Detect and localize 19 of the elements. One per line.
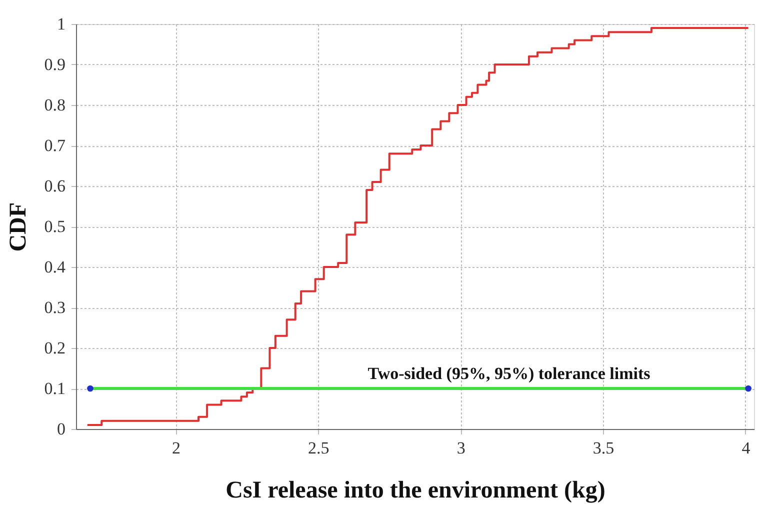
y-tick-label: 0.3 (44, 298, 66, 317)
x-tick-label: 3.5 (592, 438, 614, 458)
x-tick-label: 2 (172, 438, 180, 458)
y-tick-label: 0.9 (44, 55, 66, 74)
y-tick-label: 0.6 (44, 176, 66, 196)
y-tick-label: 0.5 (44, 217, 66, 236)
annotation: Two-sided (95%, 95%) tolerance limits (368, 364, 651, 383)
x-tick-label: 4 (742, 438, 751, 458)
x-axis-title: CsI release into the environment (kg) (226, 478, 606, 504)
y-tick-label: 0.2 (44, 338, 66, 358)
y-tick-label: 0.7 (44, 136, 66, 155)
y-axis-title: CDF (5, 202, 32, 252)
x-tick-label: 2.5 (308, 438, 330, 458)
y-tick-label: 0 (57, 420, 66, 438)
y-tick-label: 0.8 (44, 96, 66, 114)
y-tick-label: 0.1 (44, 379, 66, 398)
y-tick-label: 1 (57, 14, 66, 34)
x-tick-label: 3 (456, 438, 466, 458)
y-tick-label: 0.4 (44, 258, 66, 276)
